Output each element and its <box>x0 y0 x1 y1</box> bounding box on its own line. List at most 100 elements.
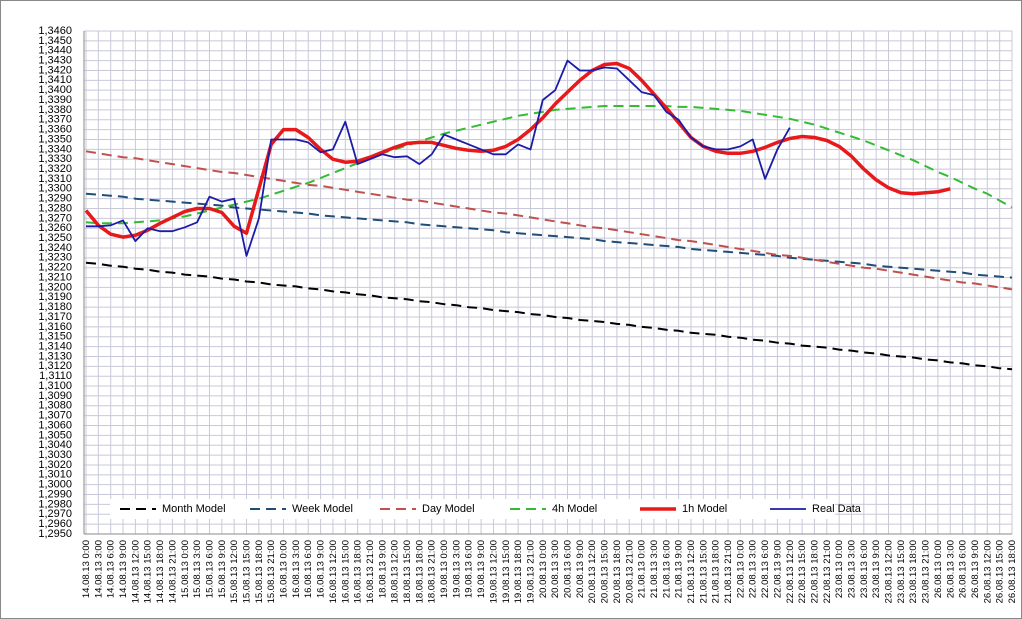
y-tick-label: 1,3310 <box>38 173 72 185</box>
x-tick-label: 18.08.13 18:00 <box>414 540 425 603</box>
x-tick-label: 14.08.13 6:00 <box>106 540 117 598</box>
y-tick-label: 1,3320 <box>38 163 72 175</box>
x-tick-label: 15.08.13 6:00 <box>204 540 215 598</box>
y-tick-label: 1,3040 <box>38 439 72 451</box>
x-tick-label: 23.08.13 21:00 <box>921 540 932 603</box>
grid <box>84 30 1013 535</box>
y-tick-label: 1,3150 <box>38 331 72 343</box>
x-tick-label: 20.08.13 9:00 <box>575 540 586 598</box>
y-tick-label: 1,3180 <box>38 301 72 313</box>
x-tick-label: 20.08.13 6:00 <box>563 540 574 598</box>
y-tick-label: 1,3440 <box>38 45 72 57</box>
y-tick-label: 1,3070 <box>38 410 72 422</box>
y-tick-label: 1,3410 <box>38 74 72 86</box>
y-tick-label: 1,3200 <box>38 281 72 293</box>
x-tick-label: 14.08.13 12:00 <box>130 540 141 603</box>
axes: 1,29501,29601,29701,29801,29901,30001,30… <box>38 25 1018 604</box>
x-tick-label: 23.08.13 18:00 <box>908 540 919 603</box>
x-tick-label: 22.08.13 18:00 <box>809 540 820 603</box>
lines <box>84 59 1013 371</box>
legend-label: Real Data <box>812 503 862 515</box>
series-line <box>84 61 951 239</box>
y-tick-label: 1,3120 <box>38 360 72 372</box>
y-tick-label: 1,3300 <box>38 183 72 195</box>
y-tick-label: 1,3230 <box>38 252 72 264</box>
x-tick-label: 18.08.13 9:00 <box>377 540 388 598</box>
y-tick-label: 1,3030 <box>38 449 72 461</box>
x-tick-label: 18.08.13 21:00 <box>427 540 438 603</box>
x-tick-label: 19.08.13 18:00 <box>513 540 524 603</box>
x-tick-label: 20.08.13 18:00 <box>612 540 623 603</box>
x-tick-label: 21.08.13 9:00 <box>674 540 685 598</box>
x-tick-label: 19.08.13 12:00 <box>488 540 499 603</box>
y-tick-label: 1,3460 <box>38 25 72 37</box>
x-tick-label: 15.08.13 12:00 <box>229 540 240 603</box>
y-tick-label: 1,3240 <box>38 242 72 254</box>
x-tick-label: 15.08.13 21:00 <box>266 540 277 603</box>
x-tick-label: 23.08.13 6:00 <box>859 540 870 598</box>
y-tick-label: 1,3160 <box>38 321 72 333</box>
x-tick-label: 14.08.13 3:00 <box>93 540 104 598</box>
x-tick-label: 23.08.13 12:00 <box>884 540 895 603</box>
x-tick-label: 23.08.13 15:00 <box>896 540 907 603</box>
y-tick-label: 1,3140 <box>38 341 72 353</box>
y-tick-label: 1,3010 <box>38 469 72 481</box>
x-tick-label: 21.08.13 15:00 <box>698 540 709 603</box>
x-tick-label: 14.08.13 21:00 <box>167 540 178 603</box>
x-tick-label: 22.08.13 12:00 <box>785 540 796 603</box>
x-tick-label: 26.08.13 12:00 <box>982 540 993 603</box>
x-tick-label: 14.08.13 18:00 <box>155 540 166 603</box>
y-tick-label: 1,3080 <box>38 400 72 412</box>
x-tick-label: 18.08.13 12:00 <box>390 540 401 603</box>
y-tick-label: 1,3390 <box>38 94 72 106</box>
y-tick-label: 1,3000 <box>38 479 72 491</box>
y-tick-label: 1,3050 <box>38 429 72 441</box>
y-tick-label: 1,3020 <box>38 459 72 471</box>
x-tick-label: 15.08.13 0:00 <box>180 540 191 598</box>
x-tick-label: 22.08.13 15:00 <box>797 540 808 603</box>
x-tick-label: 16.08.13 12:00 <box>328 540 339 603</box>
y-tick-label: 1,2990 <box>38 488 72 500</box>
x-tick-label: 26.08.13 18:00 <box>1007 540 1018 603</box>
x-tick-label: 22.08.13 3:00 <box>748 540 759 598</box>
series-line <box>85 150 1013 291</box>
y-tick-label: 1,3130 <box>38 350 72 362</box>
y-tick-label: 1,3170 <box>38 311 72 323</box>
y-tick-label: 1,3380 <box>38 104 72 116</box>
x-tick-label: 20.08.13 0:00 <box>538 540 549 598</box>
y-tick-label: 1,2980 <box>38 498 72 510</box>
x-tick-label: 26.08.13 15:00 <box>995 540 1006 603</box>
y-tick-label: 1,3400 <box>38 84 72 96</box>
x-tick-label: 21.08.13 21:00 <box>723 540 734 603</box>
y-tick-label: 1,3420 <box>38 64 72 76</box>
y-tick-label: 1,3190 <box>38 291 72 303</box>
x-tick-label: 15.08.13 9:00 <box>217 540 228 598</box>
x-tick-label: 15.08.13 15:00 <box>242 540 253 603</box>
y-tick-label: 1,3340 <box>38 143 72 155</box>
x-tick-label: 23.08.13 0:00 <box>834 540 845 598</box>
y-tick-label: 1,2950 <box>38 528 72 540</box>
y-tick-label: 1,3450 <box>38 35 72 47</box>
x-tick-label: 16.08.13 18:00 <box>353 540 364 603</box>
y-tick-label: 1,3270 <box>38 212 72 224</box>
series-line <box>85 105 1013 225</box>
y-tick-label: 1,3250 <box>38 232 72 244</box>
x-tick-label: 16.08.13 3:00 <box>291 540 302 598</box>
x-tick-label: 22.08.13 0:00 <box>735 540 746 598</box>
y-tick-label: 1,3060 <box>38 419 72 431</box>
x-tick-label: 15.08.13 18:00 <box>254 540 265 603</box>
legend-label: Week Model <box>292 503 353 515</box>
legend-label: Day Model <box>422 503 475 515</box>
x-tick-label: 22.08.13 21:00 <box>822 540 833 603</box>
x-tick-label: 22.08.13 6:00 <box>760 540 771 598</box>
x-tick-label: 26.08.13 6:00 <box>958 540 969 598</box>
x-tick-label: 15.08.13 3:00 <box>192 540 203 598</box>
y-tick-label: 1,3280 <box>38 202 72 214</box>
x-tick-label: 26.08.13 9:00 <box>970 540 981 598</box>
x-tick-label: 26.08.13 0:00 <box>933 540 944 598</box>
x-tick-label: 19.08.13 15:00 <box>501 540 512 603</box>
x-tick-label: 20.08.13 3:00 <box>550 540 561 598</box>
y-tick-label: 1,3100 <box>38 380 72 392</box>
x-tick-label: 21.08.13 18:00 <box>711 540 722 603</box>
